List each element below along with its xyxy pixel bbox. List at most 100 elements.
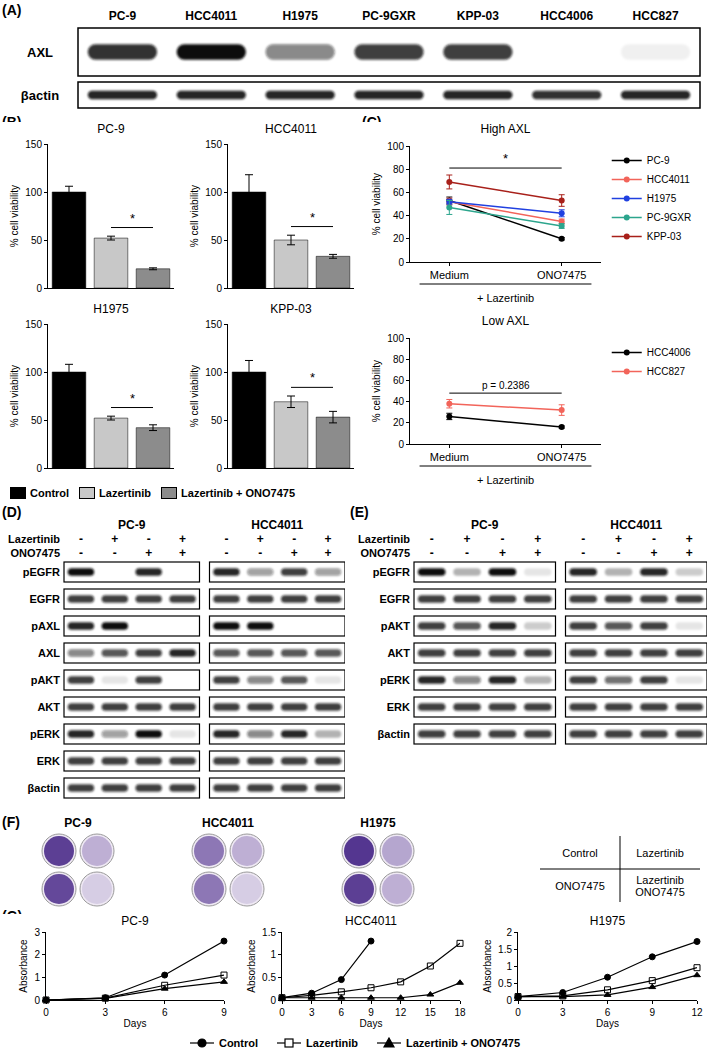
svg-text:60: 60 [393,187,405,198]
svg-text:Absorbance: Absorbance [18,939,29,993]
svg-text:100: 100 [387,333,404,344]
svg-text:*: * [130,391,135,406]
svg-text:ERK: ERK [37,755,60,767]
svg-text:% cell viability: % cell viability [371,173,382,235]
svg-text:+: + [111,532,118,546]
svg-text:9: 9 [649,1007,655,1018]
svg-text:100: 100 [205,187,222,198]
svg-text:150: 150 [205,319,222,330]
svg-text:ONO7475: ONO7475 [537,269,587,281]
svg-text:High AXL: High AXL [480,122,530,136]
svg-text:HCC4011: HCC4011 [202,816,254,830]
svg-text:0: 0 [398,439,404,450]
svg-text:6: 6 [605,1007,611,1018]
svg-text:1: 1 [506,961,512,972]
svg-text:H1975: H1975 [647,193,677,204]
svg-text:-: - [113,546,117,560]
svg-text:+ Lazertinib: + Lazertinib [477,292,534,304]
svg-text:HCC4011: HCC4011 [647,174,691,185]
svg-text:AXL: AXL [38,647,60,659]
svg-text:-: - [79,532,83,546]
svg-text:HCC4011: HCC4011 [610,518,662,532]
svg-text:Lazertinib: Lazertinib [358,533,410,545]
svg-text:+: + [464,532,471,546]
svg-text:0: 0 [506,995,512,1006]
svg-text:*: * [310,370,315,385]
svg-text:+: + [179,546,186,560]
svg-text:3: 3 [309,1007,315,1018]
svg-text:-: - [224,546,228,560]
svg-text:Lazertinib: Lazertinib [8,533,60,545]
svg-text:PC-9GXR: PC-9GXR [647,212,691,223]
svg-text:Medium: Medium [430,269,469,281]
svg-text:12: 12 [395,1007,407,1018]
svg-text:ONO7475: ONO7475 [555,880,605,892]
svg-text:AXL: AXL [27,45,53,60]
svg-text:-: - [581,532,585,546]
svg-text:+: + [686,532,693,546]
svg-text:80: 80 [393,164,405,175]
svg-text:PC-9: PC-9 [471,518,499,532]
svg-text:50: 50 [31,415,43,426]
svg-text:PC-9GXR: PC-9GXR [362,9,416,23]
svg-text:+: + [179,532,186,546]
svg-text:HCC827: HCC827 [633,9,679,23]
svg-text:+: + [615,532,622,546]
svg-text:pAKT: pAKT [31,674,61,686]
svg-text:HCC4011: HCC4011 [345,914,397,928]
svg-text:+: + [145,546,152,560]
svg-text:0: 0 [216,463,222,474]
svg-text:Days: Days [596,1018,619,1029]
svg-text:+: + [686,546,693,560]
svg-text:H1975: H1975 [282,9,318,23]
svg-text:PC-9: PC-9 [109,9,137,23]
svg-text:-: - [430,532,434,546]
svg-text:100: 100 [387,141,404,152]
svg-text:100: 100 [205,367,222,378]
svg-text:HCC4006: HCC4006 [540,9,593,23]
svg-text:1: 1 [34,972,40,983]
svg-text:PC-9: PC-9 [647,155,670,166]
svg-text:HCC827: HCC827 [647,366,686,377]
svg-text:150: 150 [25,319,42,330]
svg-text:80: 80 [393,354,405,365]
svg-text:Control: Control [562,847,597,859]
svg-text:βactin: βactin [21,88,59,103]
svg-text:0: 0 [216,283,222,294]
svg-text:Medium: Medium [430,451,469,463]
svg-text:LazertinibONO7475: LazertinibONO7475 [635,874,685,898]
svg-text:15: 15 [425,1007,437,1018]
svg-text:100: 100 [25,367,42,378]
svg-text:PC-9: PC-9 [64,816,92,830]
svg-text:βactin: βactin [28,782,61,794]
svg-text:9: 9 [368,1007,374,1018]
svg-text:pAXL: pAXL [31,620,60,632]
svg-text:pERK: pERK [30,728,60,740]
svg-text:12: 12 [691,1007,703,1018]
svg-text:20: 20 [393,233,405,244]
svg-text:+ Lazertinib: + Lazertinib [477,474,534,486]
svg-text:-: - [224,532,228,546]
svg-text:+: + [534,546,541,560]
svg-text:0: 0 [36,463,42,474]
svg-text:PC-9: PC-9 [97,122,125,136]
svg-text:0: 0 [36,283,42,294]
svg-text:H1975: H1975 [590,914,626,928]
svg-text:ERK: ERK [387,701,410,713]
svg-text:3: 3 [103,1007,109,1018]
svg-text:PC-9: PC-9 [121,914,149,928]
svg-text:% cell viability: % cell viability [9,365,20,427]
svg-text:*: * [310,210,315,225]
svg-text:Absorbance: Absorbance [246,939,257,993]
svg-text:0: 0 [270,995,276,1006]
svg-text:1: 1 [270,949,276,960]
svg-text:0: 0 [43,1007,49,1018]
svg-text:+: + [257,532,264,546]
svg-text:ONO7475: ONO7475 [10,547,60,559]
svg-text:9: 9 [221,1007,227,1018]
svg-text:% cell viability: % cell viability [189,365,200,427]
svg-text:HCC4011: HCC4011 [265,122,317,136]
svg-text:50: 50 [31,235,43,246]
svg-text:% cell viability: % cell viability [371,360,382,422]
svg-text:-: - [581,546,585,560]
